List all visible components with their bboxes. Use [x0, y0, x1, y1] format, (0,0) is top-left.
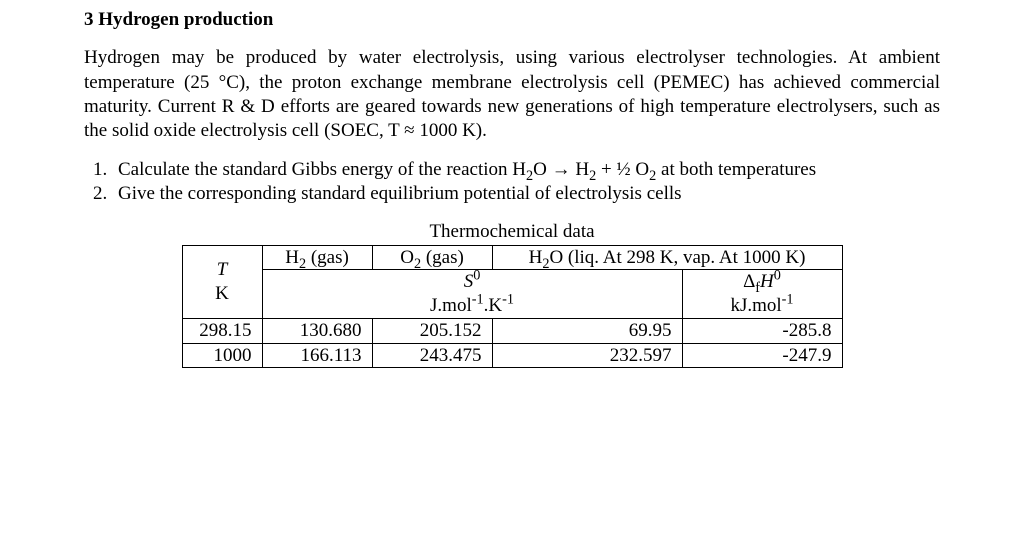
table-cell: -247.9: [682, 343, 842, 368]
table-cell: 205.152: [372, 318, 492, 343]
table-cell: 69.95: [492, 318, 682, 343]
table-row: 298.15 130.680 205.152 69.95 -285.8: [182, 318, 842, 343]
question-list: Calculate the standard Gibbs energy of t…: [84, 158, 940, 207]
table-header-cell: H2O (liq. At 298 K, vap. At 1000 K): [492, 245, 842, 270]
section-heading: 3 Hydrogen production: [84, 8, 940, 32]
document-page: 3 Hydrogen production Hydrogen may be pr…: [0, 0, 1024, 368]
table-cell: 298.15: [182, 318, 262, 343]
thermochemical-table: TK H2 (gas) O2 (gas) H2O (liq. At 298 K,…: [182, 245, 843, 369]
table-cell: 1000: [182, 343, 262, 368]
table-cell: 166.113: [262, 343, 372, 368]
table-cell: 130.680: [262, 318, 372, 343]
table-caption: Thermochemical data: [84, 220, 940, 244]
table-header-cell: O2 (gas): [372, 245, 492, 270]
table-header-row: S0J.mol-1.K-1 ΔfH0kJ.mol-1: [182, 270, 842, 319]
table-cell: 243.475: [372, 343, 492, 368]
table-header-cell: ΔfH0kJ.mol-1: [682, 270, 842, 319]
table-header-cell: S0J.mol-1.K-1: [262, 270, 682, 319]
table-header-cell: H2 (gas): [262, 245, 372, 270]
table-cell: 232.597: [492, 343, 682, 368]
question-item: Calculate the standard Gibbs energy of t…: [112, 158, 940, 182]
table-row: 1000 166.113 243.475 232.597 -247.9: [182, 343, 842, 368]
intro-paragraph: Hydrogen may be produced by water electr…: [84, 46, 940, 143]
table-header-row: TK H2 (gas) O2 (gas) H2O (liq. At 298 K,…: [182, 245, 842, 270]
table-corner-cell: TK: [182, 245, 262, 318]
table-cell: -285.8: [682, 318, 842, 343]
question-item: Give the corresponding standard equilibr…: [112, 182, 940, 206]
